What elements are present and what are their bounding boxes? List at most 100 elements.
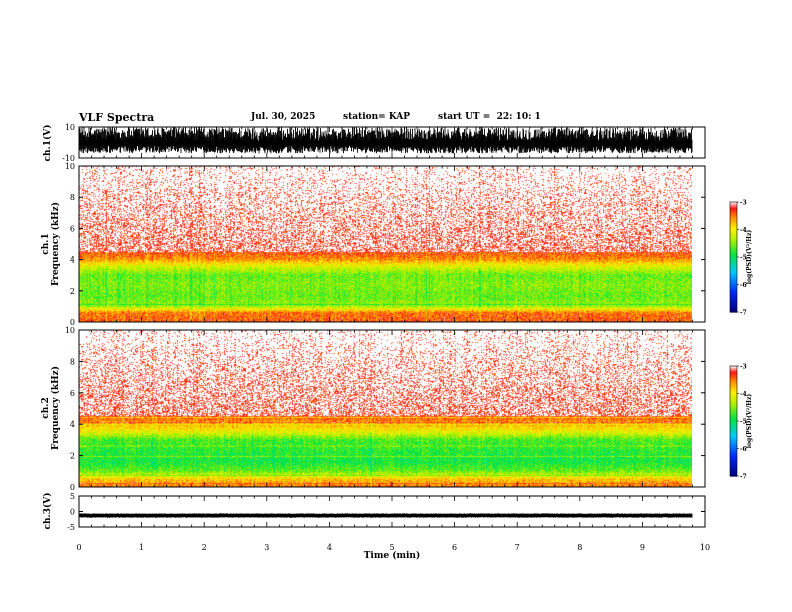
ch2-spectrogram-y-label: 2: [70, 452, 75, 461]
colorbar-label: log(PSD)(V²/Hz): [746, 230, 753, 285]
colorbar-segment: [730, 400, 737, 404]
colorbar-segment: [730, 457, 737, 461]
colorbar-segment: [730, 257, 737, 260]
colorbar-segment: [730, 470, 737, 473]
colorbar-segment: [730, 367, 737, 371]
colorbar-segment: [730, 455, 737, 459]
x-axis-label: Time (min): [364, 550, 421, 561]
ch1-spectrogram-ylabel-2: Frequency (kHz): [50, 202, 61, 286]
ch3-waveform-trace: [78, 513, 693, 518]
ch2-spectrogram-y-label: 8: [70, 357, 75, 366]
colorbar-segment: [730, 306, 737, 309]
colorbar-segment: [730, 472, 737, 475]
colorbar-segment: [730, 282, 737, 286]
colorbar-segment: [730, 225, 737, 229]
x-tick-label: 5: [389, 543, 394, 552]
colorbar-segment: [730, 422, 737, 426]
header-date: Jul. 30, 2025: [251, 112, 316, 122]
colorbar-segment: [730, 373, 737, 376]
colorbar-segment: [730, 244, 737, 247]
colorbar-segment: [730, 404, 737, 407]
x-tick-label: 8: [577, 543, 582, 552]
colorbar-segment: [730, 211, 737, 214]
colorbar-segment: [730, 273, 737, 276]
colorbar-segment: [730, 435, 737, 439]
colorbar-segment: [730, 262, 737, 265]
colorbar-segment: [730, 474, 737, 477]
colorbar-segment: [730, 288, 737, 291]
colorbar-segment: [730, 402, 737, 406]
colorbar-segment: [730, 266, 737, 269]
colorbar-segment: [730, 441, 737, 444]
colorbar-tick-label: -5: [740, 419, 747, 426]
colorbar-tick-label: -4: [740, 391, 747, 398]
x-tick-label: 9: [640, 543, 645, 552]
ch2-spectrogram-ylabel-2: Frequency (kHz): [50, 366, 61, 450]
colorbar-segment: [730, 205, 737, 209]
colorbar-segment: [730, 236, 737, 240]
colorbar-segment: [730, 463, 737, 466]
colorbar-segment: [730, 393, 737, 396]
ch1-spectrogram-ylabel-1: ch.1: [41, 233, 51, 254]
x-tick-label: 0: [76, 543, 81, 552]
colorbar-segment: [730, 397, 737, 400]
ch2-colorbar: -3 -4 -5 -6 -7 log(PSD)(V²/Hz): [729, 364, 753, 481]
colorbar-segment: [730, 202, 737, 205]
colorbar-segment: [730, 439, 737, 442]
colorbar-segment: [730, 231, 737, 234]
ch3-waveform-y-label: -5: [67, 523, 75, 532]
colorbar-segment: [730, 271, 737, 275]
colorbar-segment: [730, 444, 737, 448]
colorbar-segment: [730, 433, 737, 437]
ch1-spectrogram-y-label: 4: [70, 256, 75, 265]
colorbar-segment: [730, 253, 737, 256]
colorbar-segment: [730, 279, 737, 282]
colorbar-segment: [730, 375, 737, 378]
ch2-spectrogram-y-label: 10: [65, 326, 75, 335]
ch3-waveform-y-label: 0: [70, 508, 75, 517]
colorbar-segment: [730, 380, 737, 384]
colorbar-segment: [730, 269, 737, 273]
colorbar-segment: [730, 378, 737, 382]
colorbar-segment: [730, 432, 737, 435]
colorbar-segment: [730, 308, 737, 311]
colorbar-segment: [730, 466, 737, 470]
colorbar-segment: [730, 297, 737, 300]
ch1-spectrogram-y-label: 0: [70, 318, 75, 327]
colorbar-segment: [730, 310, 737, 313]
colorbar-segment: [730, 291, 737, 295]
ch1-spectrogram-y-label: 2: [70, 287, 75, 296]
colorbar-segment: [730, 240, 737, 243]
ch1-spectrogram-y-label: 10: [65, 162, 75, 171]
colorbar-segment: [730, 214, 737, 218]
colorbar-segment: [730, 382, 737, 385]
colorbar-segment: [730, 450, 737, 453]
colorbar-segment: [730, 255, 737, 258]
colorbar-segment: [730, 203, 737, 207]
x-tick-label: 1: [139, 543, 144, 552]
ch1-waveform-y-label: 10: [65, 123, 75, 132]
colorbar-segment: [730, 227, 737, 231]
x-tick-label: 2: [202, 543, 207, 552]
colorbar-segment: [730, 207, 737, 210]
colorbar-segment: [730, 437, 737, 440]
colorbar-segment: [730, 384, 737, 387]
colorbar-segment: [730, 410, 737, 413]
colorbar-segment: [730, 389, 737, 393]
colorbar-tick-label: -7: [740, 474, 747, 481]
ch2-spectrogram-y-label: 4: [70, 420, 75, 429]
colorbar-segment: [730, 286, 737, 289]
colorbar-segment: [730, 220, 737, 223]
ch1-spectrogram-y-label: 8: [70, 193, 75, 202]
colorbar-segment: [730, 411, 737, 415]
colorbar-segment: [730, 424, 737, 428]
colorbar-segment: [730, 408, 737, 411]
colorbar-segment: [730, 428, 737, 431]
colorbar-segment: [730, 299, 737, 302]
ch2-spectrogram-ylabel-1: ch.2: [41, 397, 51, 418]
colorbar-segment: [730, 213, 737, 216]
colorbar-segment: [730, 369, 737, 373]
header-start-ut: start UT = 22: 10: 1: [438, 112, 541, 122]
x-tick-label: 6: [452, 543, 457, 552]
colorbar-tick-label: -6: [740, 282, 747, 289]
